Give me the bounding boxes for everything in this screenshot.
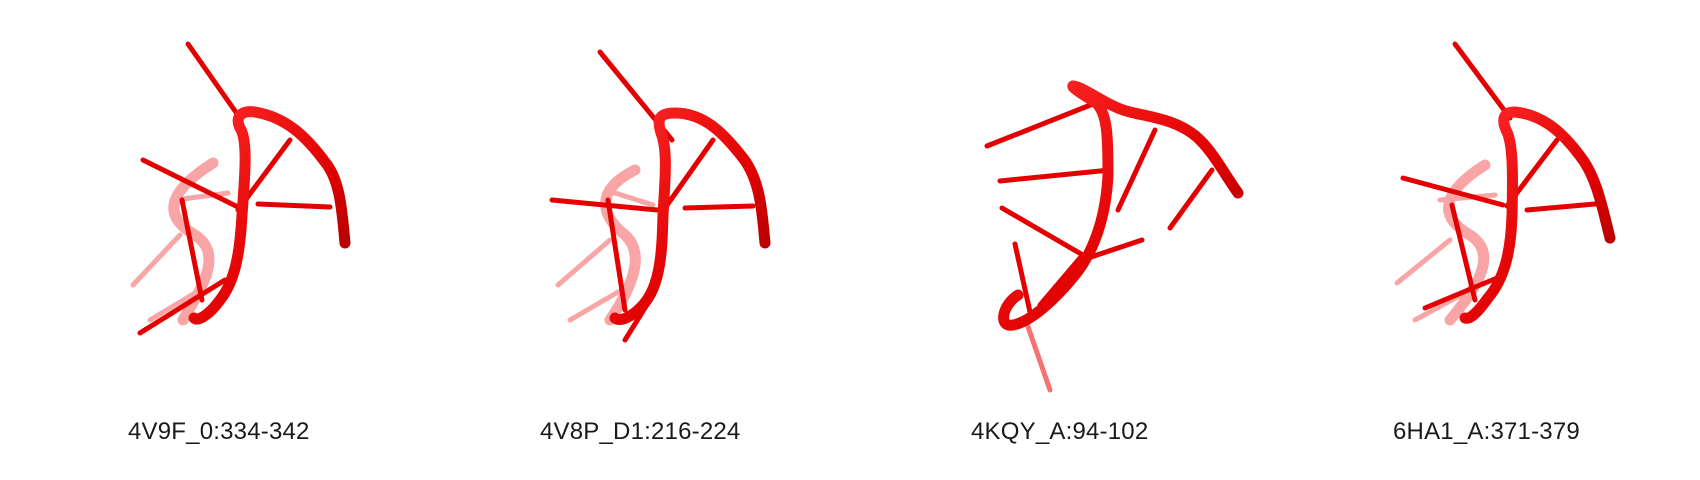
structure-label: 4V9F_0:334-342 (128, 418, 310, 445)
structure-panel-1: 4V9F_0:334-342 (0, 0, 425, 480)
rna-base-sticks (137, 41, 333, 336)
rna-backbone (188, 106, 351, 325)
rna-structure-render-3 (984, 80, 1244, 393)
structure-panel-2: 4V8P_D1:216-224 (425, 0, 850, 480)
structure-label: 4KQY_A:94-102 (971, 418, 1149, 445)
rna-base-sticks-faded (1022, 315, 1053, 393)
rna-backbone (1459, 106, 1616, 324)
rna-backbone (998, 80, 1244, 331)
rna-backbone (609, 107, 771, 325)
structure-panel-4: 6HA1_A:371-379 (1275, 0, 1700, 480)
rna-back-strand (130, 157, 231, 326)
rna-base-sticks (1400, 41, 1598, 311)
rna-base-sticks (984, 99, 1215, 315)
rna-back-strand (555, 164, 656, 326)
rna-structure-render-2 (549, 49, 771, 343)
rna-structure-render-1 (130, 41, 351, 336)
rna-base-sticks (549, 49, 756, 343)
rna-structure-render-4 (1394, 41, 1616, 326)
structure-label: 4V8P_D1:216-224 (540, 418, 741, 445)
structure-panel-3: 4KQY_A:94-102 (850, 0, 1275, 480)
structure-label: 6HA1_A:371-379 (1393, 418, 1580, 445)
